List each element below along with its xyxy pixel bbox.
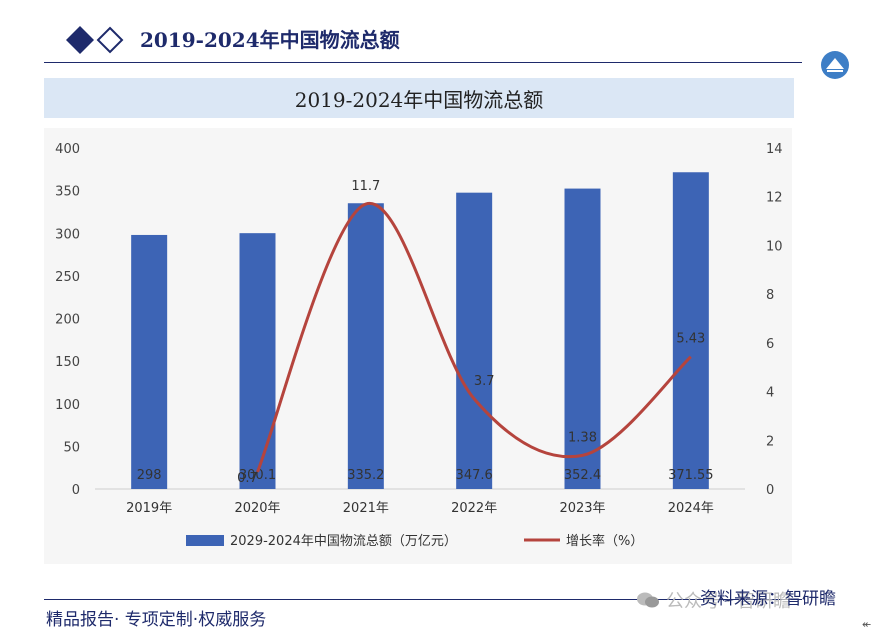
y-left-tick-label: 400 <box>55 142 80 157</box>
source-label: 资料来源：智研瞻 <box>700 589 836 609</box>
x-tick-label: 2022年 <box>451 501 497 516</box>
line-value-label: 11.7 <box>351 179 380 194</box>
line-value-label: 5.43 <box>676 332 705 347</box>
legend-line-label: 增长率（%） <box>566 533 643 549</box>
bar-value-label: 335.2 <box>347 468 384 483</box>
header-title: 2019-2024年中国物流总额 <box>140 28 400 52</box>
header-divider <box>44 62 802 63</box>
y-left-tick-label: 150 <box>55 355 80 370</box>
bar-value-label: 347.6 <box>456 468 493 483</box>
y-left-tick-label: 300 <box>55 227 80 242</box>
y-right-tick-label: 12 <box>766 191 783 206</box>
y-right-tick-label: 10 <box>766 239 783 254</box>
brand-logo-icon <box>821 51 849 79</box>
wechat-icon <box>637 592 659 608</box>
diamond-pair-icon <box>66 26 124 54</box>
bar <box>239 233 276 489</box>
bar-value-label: 352.4 <box>564 468 601 483</box>
y-left-tick-label: 100 <box>55 398 80 413</box>
y-left-tick-label: 250 <box>55 270 80 285</box>
y-right-tick-label: 14 <box>766 142 783 157</box>
line-value-label: 1.38 <box>568 430 597 445</box>
y-right-tick-label: 4 <box>766 386 774 401</box>
x-tick-label: 2021年 <box>343 501 389 516</box>
legend-bar-swatch <box>186 535 224 546</box>
y-left-tick-label: 200 <box>55 313 80 328</box>
growth-rate-line <box>256 202 692 473</box>
bar-value-label: 300.1 <box>239 468 276 483</box>
bar <box>131 234 168 489</box>
bar <box>347 203 384 489</box>
watermark: 公众号 · 智研瞻 <box>636 587 791 613</box>
bar <box>456 192 493 489</box>
footer-slogan: 精品报告· 专项定制·权威服务 <box>46 610 267 630</box>
x-tick-label: 2023年 <box>559 501 605 516</box>
chart-banner-title: 2019-2024年中国物流总额 <box>44 78 794 118</box>
y-right-tick-label: 2 <box>766 434 774 449</box>
y-left-tick-label: 350 <box>55 185 80 200</box>
x-tick-label: 2019年 <box>126 501 172 516</box>
y-left-tick-label: 50 <box>63 440 80 455</box>
x-tick-label: 2024年 <box>668 501 714 516</box>
line-value-label: 0.7 <box>237 471 258 486</box>
bar <box>564 188 601 490</box>
bar <box>672 172 709 489</box>
bar-value-label: 371.55 <box>668 468 714 483</box>
y-right-tick-label: 6 <box>766 337 774 352</box>
footer-divider <box>44 599 802 600</box>
chart-panel <box>44 128 792 564</box>
legend-bar-label: 2029-2024年中国物流总额（万亿元） <box>230 534 457 549</box>
y-right-tick-label: 0 <box>766 483 774 498</box>
bar-value-label: 298 <box>137 468 162 483</box>
x-tick-label: 2020年 <box>234 501 280 516</box>
watermark-text: 公众号 · 智研瞻 <box>666 591 792 612</box>
y-left-tick-label: 0 <box>72 483 80 498</box>
arrow-icon: ↞ <box>862 618 872 631</box>
line-value-label: 3.7 <box>474 374 495 389</box>
y-right-tick-label: 8 <box>766 288 774 303</box>
